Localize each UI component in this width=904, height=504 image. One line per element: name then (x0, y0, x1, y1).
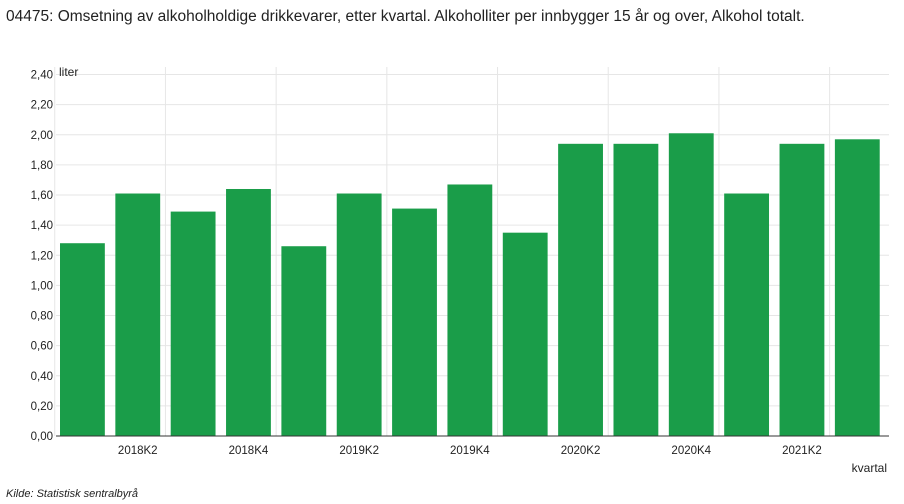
x-tick-label: 2020K4 (671, 445, 711, 457)
y-tick-label: 0,20 (31, 401, 53, 413)
x-tick-label: 2018K2 (118, 445, 158, 457)
bar-2021K1 (724, 193, 770, 436)
x-tick-label: 2019K4 (450, 445, 490, 457)
bar-2019K1 (281, 246, 327, 436)
bar-2020K3 (613, 143, 659, 436)
bars (60, 133, 880, 436)
bar-2019K4 (447, 184, 493, 436)
y-tick-label: 1,20 (31, 250, 53, 262)
y-tick-label: 1,40 (31, 220, 53, 232)
y-tick-label: 0,80 (31, 311, 53, 323)
bar-2021K3 (834, 139, 880, 436)
y-tick-label: 1,60 (31, 190, 53, 202)
x-axis-label: kvartal (852, 461, 887, 475)
bar-2018K1 (60, 243, 105, 436)
bar-2018K4 (226, 188, 271, 436)
chart-title: 04475: Omsetning av alkoholholdige drikk… (6, 8, 805, 25)
axes: 0,00 0,20 0,40 0,60 0,80 1,00 1,20 1,40 1,60 1,80… (31, 70, 889, 457)
x-tick-label: 2021K2 (782, 445, 822, 457)
y-tick-label: 0,60 (31, 341, 53, 353)
y-tick-label: 0,00 (31, 431, 53, 443)
y-tick-label: 1,80 (31, 160, 53, 172)
bar-2020K4 (668, 133, 714, 436)
y-axis-label: liter (59, 65, 78, 79)
bar-2018K3 (170, 211, 216, 436)
x-tick-label: 2019K2 (339, 445, 379, 457)
y-tick-label: 2,20 (31, 100, 53, 112)
y-tick-label: 1,00 (31, 280, 53, 292)
source-note: Kilde: Statistisk sentralbyrå (6, 488, 139, 500)
bar-2021K2 (779, 143, 825, 436)
bar-2019K3 (392, 208, 437, 436)
bar-2018K2 (115, 193, 161, 436)
x-tick-label: 2018K4 (229, 445, 269, 457)
bar-2020K2 (558, 143, 603, 436)
bar-2020K1 (502, 232, 548, 436)
y-tick-label: 2,40 (31, 70, 53, 82)
bar-2019K2 (336, 193, 382, 436)
x-tick-label: 2020K2 (561, 445, 601, 457)
y-tick-label: 2,00 (31, 130, 53, 142)
y-tick-label: 0,40 (31, 371, 53, 383)
